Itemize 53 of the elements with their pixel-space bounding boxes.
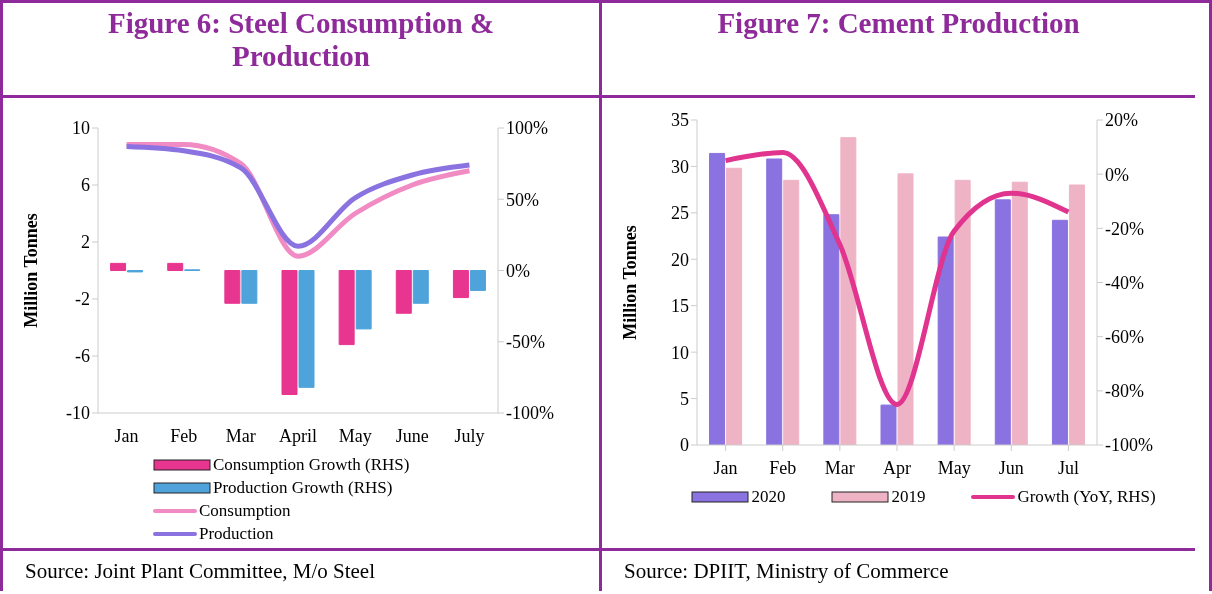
legend-label: Production Growth (RHS): [213, 477, 393, 499]
y-tick-label: -2: [75, 289, 90, 310]
x-tick-label: May: [338, 425, 372, 446]
y-tick-label: 25: [671, 203, 689, 224]
x-tick-label: Jan: [713, 457, 738, 478]
y2-tick-label: 100%: [506, 118, 548, 139]
y-tick-label: 30: [671, 156, 689, 177]
chart-title: Figure 7: Cement Production: [717, 7, 1080, 40]
legend-label: Consumption: [199, 500, 291, 522]
y-tick-label: 6: [81, 175, 90, 196]
legend-label: Consumption Growth (RHS): [213, 454, 410, 476]
y2-tick-label: -80%: [1105, 381, 1144, 402]
x-tick-label: Jun: [998, 457, 1024, 478]
legend-label: Production: [199, 523, 274, 545]
chart-title: Figure 6: Steel Consumption & Production: [106, 7, 496, 73]
y-tick-label: 35: [671, 110, 689, 131]
y2-tick-label: 0%: [1105, 164, 1129, 185]
y-axis-title: Million Tonnes: [620, 225, 641, 340]
x-tick-label: July: [454, 425, 485, 446]
y-tick-label: 5: [680, 388, 689, 409]
source-note: Source: DPIIT, Ministry of Commerce: [624, 558, 949, 584]
legend-label: Growth (YoY, RHS): [1017, 486, 1156, 508]
y-tick-label: 10: [72, 118, 90, 139]
y-tick-label: 20: [671, 249, 689, 270]
source-note: Source: Joint Plant Committee, M/o Steel: [25, 558, 375, 584]
x-tick-label: Jan: [114, 425, 139, 446]
y-tick-label: -10: [66, 403, 90, 424]
y-tick-label: 0: [680, 435, 689, 456]
x-tick-label: May: [937, 457, 971, 478]
y2-tick-label: 20%: [1105, 110, 1138, 131]
y2-tick-label: -100%: [1105, 435, 1153, 456]
y-tick-label: 10: [671, 342, 689, 363]
legend-label: 2019: [891, 486, 926, 508]
y-tick-label: 15: [671, 296, 689, 317]
y2-tick-label: 0%: [506, 260, 530, 281]
y2-tick-label: -50%: [506, 332, 545, 353]
x-tick-label: Mar: [824, 457, 855, 478]
y2-tick-label: -40%: [1105, 272, 1144, 293]
x-tick-label: Feb: [170, 425, 198, 446]
y2-tick-label: 50%: [506, 189, 539, 210]
x-tick-label: June: [395, 425, 429, 446]
x-tick-label: Feb: [769, 457, 797, 478]
y-tick-label: 2: [81, 232, 90, 253]
y2-tick-label: -60%: [1105, 327, 1144, 348]
y-tick-label: -6: [75, 346, 90, 367]
y2-tick-label: -100%: [506, 403, 554, 424]
x-tick-label: Jul: [1057, 457, 1079, 478]
x-tick-label: Mar: [225, 425, 256, 446]
y2-tick-label: -20%: [1105, 218, 1144, 239]
legend-label: 2020: [751, 486, 786, 508]
y-axis-title: Million Tonnes: [21, 213, 42, 328]
x-tick-label: April: [279, 425, 317, 446]
x-tick-label: Apr: [883, 457, 911, 478]
